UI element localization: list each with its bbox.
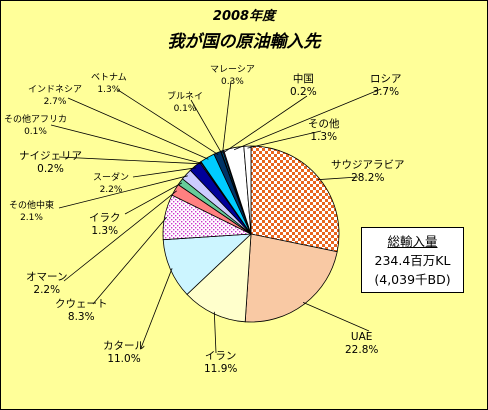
label-vietnam: ベトナム 1.3% (91, 72, 127, 96)
label-name: スーダン (93, 173, 130, 183)
label-value: 11.9% (204, 363, 238, 375)
leader-line-その他アフリカ (50, 124, 202, 164)
label-name: オマーン (26, 271, 68, 283)
leader-line-イラン (213, 311, 217, 354)
leader-line-カタール (140, 268, 173, 349)
label-name: クウェート (55, 298, 108, 310)
leader-line-ブルネイ (190, 99, 222, 154)
leader-line-その他 (247, 130, 322, 149)
label-qatar: カタール 11.0% (103, 340, 145, 366)
label-value: 0.2% (290, 86, 317, 98)
label-name: イラン (204, 350, 237, 362)
label-malaysia: マレーシア 0.3% (210, 64, 255, 88)
label-other-africa: その他アフリカ 0.1% (4, 114, 67, 138)
label-indonesia: インドネシア 2.7% (28, 84, 82, 108)
label-saudi-arabia: サウジアラビア 28.2% (331, 159, 405, 185)
label-russia: ロシア 3.7% (370, 73, 402, 99)
label-name: その他アフリカ (4, 115, 68, 125)
label-value: 1.3% (91, 225, 119, 237)
leader-line-UAE (302, 302, 370, 332)
label-value: 1.3% (310, 131, 338, 143)
label-others: その他 1.3% (308, 118, 340, 144)
label-name: ベトナム (91, 73, 127, 83)
label-iraq: イラク 1.3% (89, 212, 121, 238)
label-name: その他 (308, 118, 340, 130)
pie-slice-UAE (244, 233, 338, 323)
label-value: 8.3% (67, 311, 95, 323)
total-amount: 234.4百万KL (374, 253, 451, 268)
pie-slice-その他 (243, 145, 252, 235)
label-name: 中国 (292, 73, 314, 85)
leader-line-ベトナム (117, 89, 219, 155)
label-value: 0.3% (220, 77, 244, 87)
label-value: 22.8% (345, 344, 379, 356)
label-name: マレーシア (210, 65, 255, 75)
label-name: UAE (350, 331, 373, 343)
label-china: 中国 0.2% (290, 73, 317, 99)
label-name: ロシア (370, 73, 402, 85)
label-oman: オマーン 2.2% (26, 271, 67, 297)
chart-title: 我が国の原油輸入先 (167, 32, 321, 52)
leader-line-中国 (223, 95, 308, 153)
label-value: 0.2% (37, 163, 64, 175)
label-name: カタール (103, 340, 145, 352)
leader-line-イラク (124, 182, 183, 215)
label-name: ナイジェリア (19, 150, 82, 162)
leader-line-ロシア (233, 88, 382, 151)
leader-line-マレーシア (222, 80, 232, 153)
label-value: 28.2% (351, 172, 385, 184)
total-heading: 総輸入量 (387, 234, 438, 249)
leader-line-サウジアラビア (317, 176, 359, 181)
label-kuwait: クウェート 8.3% (55, 298, 108, 324)
label-name: その他中東 (9, 201, 55, 211)
total-import-box: 総輸入量 234.4百万KL (4,039千BD) (361, 227, 464, 293)
label-value: 2.7% (43, 97, 67, 107)
label-name: ブルネイ (167, 92, 204, 102)
label-value: 2.2% (99, 185, 123, 195)
leader-line-ナイジェリア (58, 156, 202, 165)
chart-subtitle: 2008年度 (212, 9, 276, 24)
label-value: 2.2% (33, 284, 61, 296)
label-value: 11.0% (107, 353, 141, 365)
label-value: 0.1% (24, 127, 47, 137)
leader-line-クウェート (92, 216, 168, 305)
leader-line-オマーン (63, 190, 177, 282)
label-uae: UAE 22.8% (345, 331, 378, 357)
label-value: 3.7% (372, 86, 400, 98)
label-name: イラク (89, 212, 121, 224)
leader-line-スーダン (132, 167, 197, 178)
label-nigeria: ナイジェリア 0.2% (19, 150, 82, 176)
leader-line-インドネシア (67, 97, 209, 160)
leader-line-その他中東 (58, 175, 188, 209)
label-sudan: スーダン 2.2% (93, 172, 129, 196)
label-other-middle-east: その他中東 2.1% (9, 200, 54, 224)
total-bd: (4,039千BD) (374, 272, 451, 287)
label-iran: イラン 11.9% (204, 350, 237, 376)
label-name: インドネシア (28, 85, 83, 95)
label-value: 0.1% (173, 104, 197, 114)
pie-slice-イラン (186, 233, 252, 323)
label-value: 2.1% (20, 213, 43, 223)
label-brunei: ブルネイ 0.1% (167, 91, 203, 115)
label-name: サウジアラビア (331, 159, 405, 171)
pie-slice-サウジアラビア (250, 145, 340, 253)
label-value: 1.3% (97, 85, 121, 95)
